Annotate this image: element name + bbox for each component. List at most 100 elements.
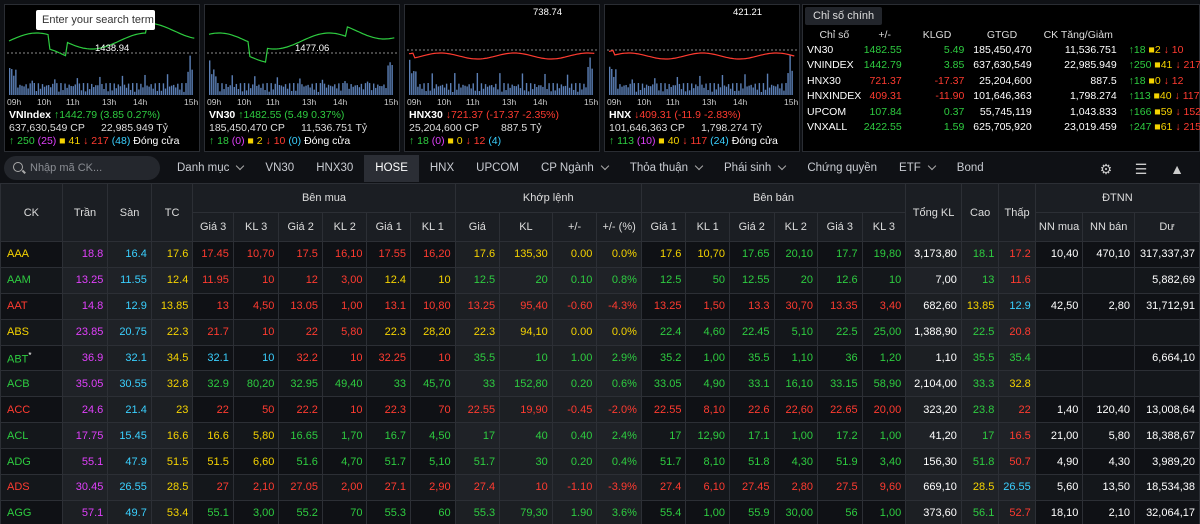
stock-symbol[interactable]: ABT* — [0, 344, 63, 372]
volume-bar — [429, 90, 431, 95]
volume-bar — [227, 86, 229, 95]
stock-symbol[interactable]: ADG — [0, 448, 63, 476]
stock-symbol[interactable]: AAA — [0, 241, 63, 268]
bid-cell: 51.5 — [192, 448, 234, 476]
ask-cell: 51.9 — [817, 448, 863, 476]
stock-symbol[interactable]: ADS — [0, 474, 63, 501]
tab-thỏa-thuận[interactable]: Thỏa thuận — [619, 155, 713, 182]
bid-cell: 10,70 — [232, 241, 280, 268]
scroll-top-icon[interactable]: ▲ — [1170, 161, 1184, 177]
tab-vn30[interactable]: VN30 — [265, 162, 295, 174]
stock-row[interactable]: ACC 24.6 21.4 23 22 50 22.2 10 22.3 70 22.55 19,90-… — [0, 396, 1200, 424]
chart-panel-hnx30[interactable]: 738.74 09h 10h 11h 13h 14h 15h HNX30 ↓721.37 (-… — [404, 4, 600, 152]
volume-bar — [154, 83, 156, 95]
stock-row[interactable]: AAA 18.8 16.4 17.6 17.45 10,70 17.5 16,10 17.55 1… — [0, 241, 1200, 268]
price-line — [408, 52, 595, 60]
bid-cell: 4,50 — [232, 292, 280, 320]
summary-row[interactable]: VNXALL 2422.55 1.59 625,705,920 23,019.459 ↑2… — [805, 120, 1200, 136]
volume-bar — [476, 73, 479, 95]
volume-bar — [31, 80, 33, 95]
tab-cp-ngành[interactable]: CP Ngành — [530, 155, 619, 182]
tab-upcom[interactable]: UPCOM — [476, 162, 519, 174]
volume-bar — [581, 89, 583, 95]
tab-bond[interactable]: Bond — [956, 162, 984, 174]
match-cell: 0.10 — [551, 266, 598, 294]
summary-breadth: ↑18 ■0 ↓ 12 — [1128, 74, 1184, 87]
summary-row[interactable]: UPCOM 107.84 0.37 55,745,119 1,043.833 ↑166 ■… — [805, 104, 1200, 120]
search-term-popup[interactable]: Enter your search term — [36, 10, 155, 30]
summary-row[interactable]: VNINDEX 1442.79 3.85 637,630,549 22,985.949 ↑… — [805, 58, 1200, 74]
volume-bar — [413, 71, 415, 95]
volume-bar — [725, 86, 728, 95]
stock-search[interactable] — [4, 156, 160, 180]
chevron-down-icon — [236, 161, 245, 171]
volume-bar — [680, 89, 683, 95]
low-price: 11.6 — [998, 266, 1036, 294]
intraday-chart: 421.21 09h 10h 11h 13h 14h 15h — [607, 7, 799, 107]
stock-row[interactable]: AAM 13.25 11.55 12.4 11.95 10 12 3,00 12.4 10 12.5… — [0, 266, 1200, 294]
ask-cell: 33.05 — [640, 370, 687, 398]
stock-row[interactable]: AGG 57.1 49.7 53.4 55.1 3,00 55.2 70 55.3 60 55.3 7… — [0, 499, 1200, 524]
summary-row[interactable]: HNXINDEX 409.31 -11.90 101,646,363 1,798.274… — [805, 89, 1200, 105]
stock-row[interactable]: ABT* 36.9 32.1 34.5 32.1 10 32.2 10 32.25 10 35.5 1… — [0, 344, 1200, 372]
volume-bar — [542, 86, 544, 95]
volume-bar — [29, 83, 31, 95]
foreign-buy: 5,60 — [1034, 474, 1084, 501]
match-cell: 1.90 — [551, 499, 598, 524]
stock-row[interactable]: AAT 14.8 12.9 13.85 13 4,50 13.05 1,00 13.1 10,80… — [0, 292, 1200, 320]
stock-row[interactable]: ACB 35.05 30.55 32.8 32.9 80,20 32.95 49,40 33 45… — [0, 370, 1200, 398]
tab-hose[interactable]: HOSE — [364, 155, 419, 182]
volume-bar — [282, 86, 285, 95]
bid-cell: 12 — [278, 266, 323, 294]
time-label: 11h — [666, 97, 680, 107]
list-icon[interactable]: ☰ — [1134, 161, 1148, 177]
index-name: VNIndex — [9, 109, 52, 121]
volume-bar — [742, 88, 744, 95]
ask-cell: 17.65 — [728, 241, 775, 268]
total-volume: 1,10 — [905, 344, 962, 372]
bid-cell: 32.25 — [366, 344, 412, 372]
volume-bar — [50, 87, 52, 95]
stock-row[interactable]: ACL 17.75 15.45 16.6 16.6 5,80 16.65 1,70 16.7 4,… — [0, 422, 1200, 450]
tab-danh-mục[interactable]: Danh mục — [166, 155, 254, 182]
stock-symbol[interactable]: AGG — [0, 499, 63, 524]
tab-hnx[interactable]: HNX — [429, 162, 455, 174]
stock-symbol[interactable]: ABS — [0, 318, 63, 346]
chart-panel-vn30[interactable]: 1477.06 09h 10h 11h 13h 14h 15h VN30 ↑1482.55 (… — [204, 4, 400, 152]
volume-bar — [288, 83, 291, 95]
stock-symbol[interactable]: ACB — [0, 370, 63, 398]
time-label: 13h — [102, 97, 116, 107]
volume-bar — [527, 91, 530, 95]
summary-row[interactable]: HNX30 721.37 -17.37 25,204,600 887.5 ↑18 ■0 ↓… — [805, 73, 1200, 89]
stock-symbol[interactable]: ACL — [0, 422, 63, 450]
tab-main-index[interactable]: Chỉ số chính — [805, 7, 883, 25]
stock-row[interactable]: ADS 30.45 26.55 28.5 27 2,10 27.05 2,00 27.1 2,90… — [0, 474, 1200, 501]
floor-price: 32.1 — [107, 344, 152, 372]
volume-bar — [495, 83, 497, 95]
volume-bar — [609, 66, 611, 95]
ask-cell: 1,10 — [773, 344, 819, 372]
bid-cell: 12.4 — [366, 266, 412, 294]
volume-bar — [373, 83, 375, 95]
summary-row[interactable]: VN30 1482.55 5.49 185,450,470 11,536.751 ↑18 … — [805, 42, 1200, 58]
bid-cell: 16.65 — [278, 422, 323, 450]
stock-symbol[interactable]: AAM — [0, 266, 63, 294]
bid-cell: 27.1 — [366, 474, 412, 501]
chart-panel-hnx[interactable]: 421.21 09h 10h 11h 13h 14h 15h HNX ↓409.31 (-11… — [604, 4, 800, 152]
floor-price: 20.75 — [107, 318, 152, 346]
stock-row[interactable]: ADG 55.1 47.9 51.5 51.5 6,60 51.6 4,70 51.7 5,10 5… — [0, 448, 1200, 476]
stock-symbol[interactable]: AAT — [0, 292, 63, 320]
gear-icon[interactable]: ⚙ — [1099, 161, 1113, 177]
volume-bar — [354, 85, 356, 95]
stock-search-input[interactable] — [30, 160, 150, 176]
tab-hnx30[interactable]: HNX30 — [316, 162, 354, 174]
volume-bar — [705, 83, 707, 95]
price-line — [608, 49, 795, 60]
volume-bar — [82, 83, 85, 95]
low-price: 35.4 — [998, 344, 1036, 372]
tab-etf[interactable]: ETF — [888, 155, 946, 182]
tab-chứng-quyền[interactable]: Chứng quyền — [807, 162, 878, 174]
stock-row[interactable]: ABS 23.85 20.75 22.3 21.7 10 22 5,80 22.3 28,20 22… — [0, 318, 1200, 346]
stock-symbol[interactable]: ACC — [0, 396, 63, 424]
tab-phái-sinh[interactable]: Phái sinh — [713, 155, 796, 182]
